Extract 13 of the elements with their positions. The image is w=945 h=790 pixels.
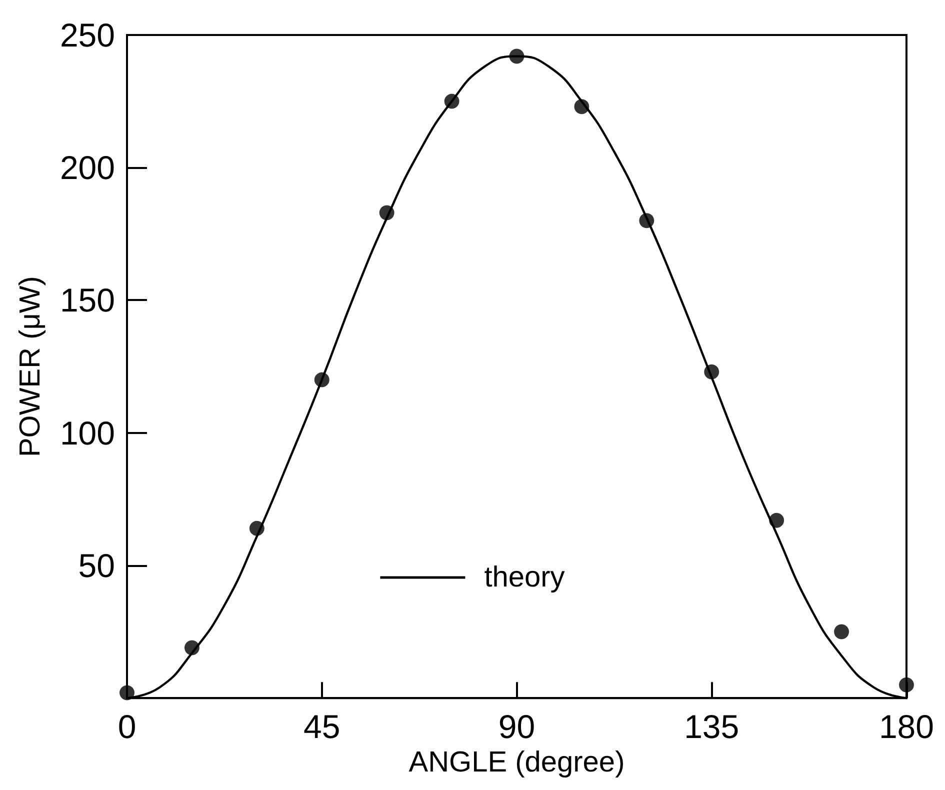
y-axis-title: POWER (μW) (14, 276, 46, 458)
legend-label: theory (484, 562, 566, 594)
x-axis-title: ANGLE (degree) (408, 746, 625, 778)
x-tick-label: 45 (304, 708, 340, 746)
y-tick-label: 250 (60, 16, 115, 54)
x-tick-label: 180 (878, 708, 934, 746)
y-tick-label: 100 (60, 414, 115, 452)
y-tick-label: 150 (60, 282, 115, 319)
y-tick-label: 200 (60, 149, 115, 186)
x-tick-label: 90 (498, 708, 536, 746)
y-tick-label: 50 (78, 546, 115, 584)
x-tick-label: 135 (684, 708, 740, 746)
x-tick-label: 0 (118, 708, 136, 746)
